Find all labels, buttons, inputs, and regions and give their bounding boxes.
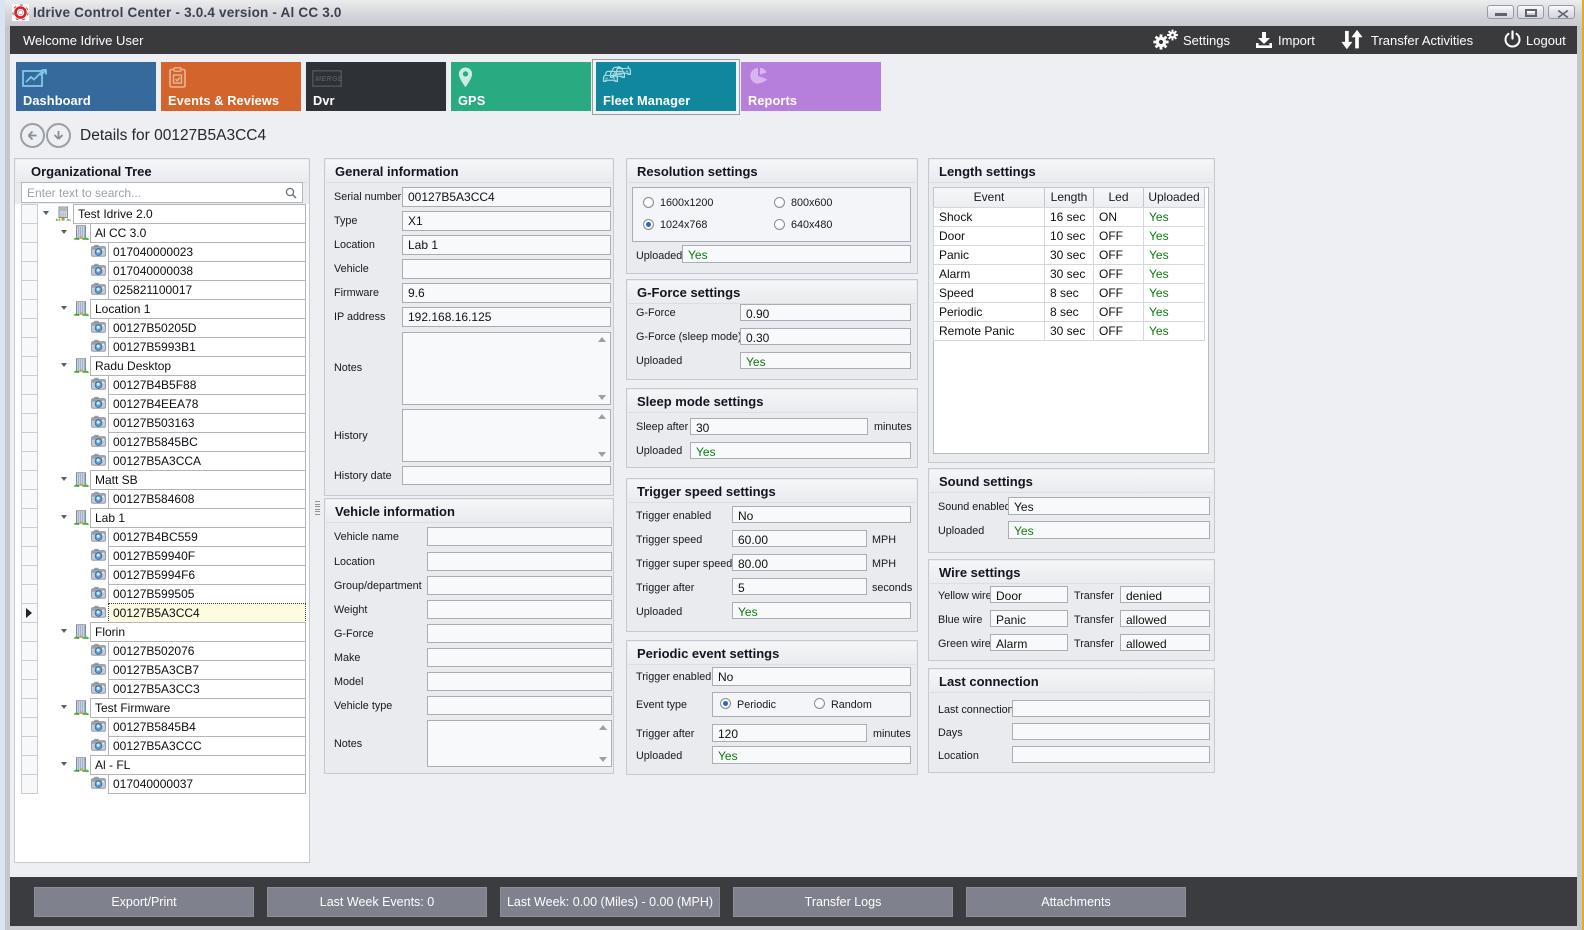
svg-text:MERGE: MERGE [315, 76, 342, 83]
